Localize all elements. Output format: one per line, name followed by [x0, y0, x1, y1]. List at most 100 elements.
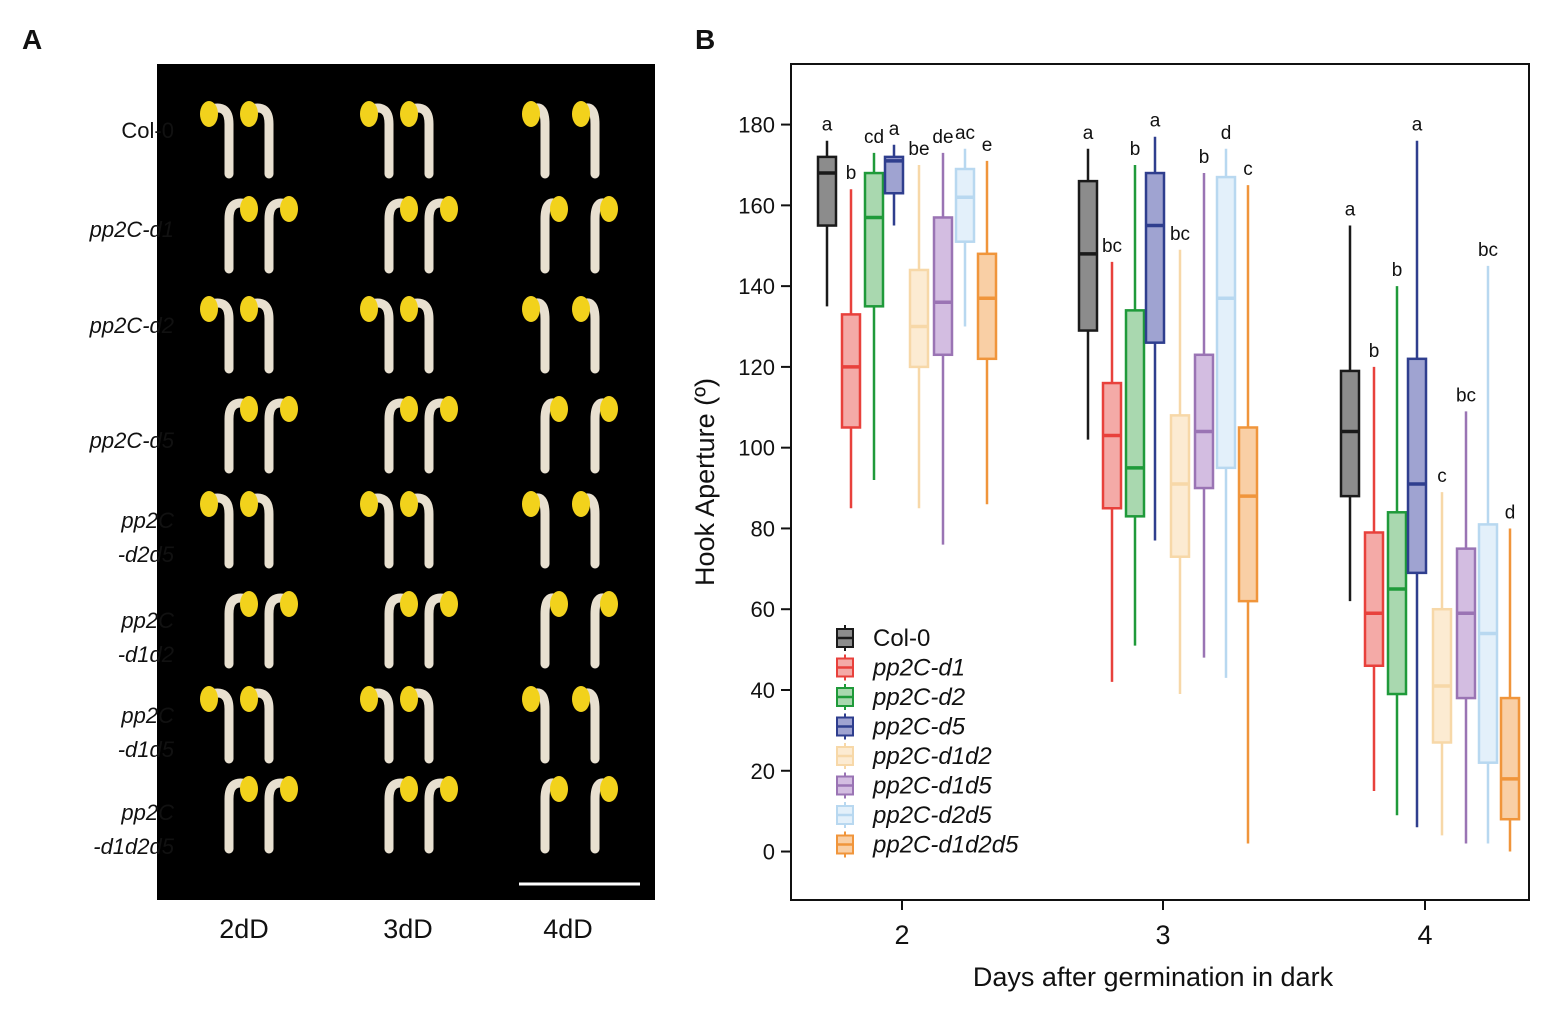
significance-letter: b	[1369, 341, 1380, 362]
seedling	[240, 296, 274, 374]
cotyledon	[600, 776, 618, 802]
legend-label: pp2C-d1	[872, 655, 965, 682]
row-label: pp2C -d1d2d5	[93, 800, 174, 859]
column-label: 4dD	[543, 914, 593, 944]
significance-letter: a	[1083, 123, 1094, 144]
legend-label: Col-0	[873, 625, 930, 652]
box-body	[1237, 426, 1259, 603]
box-body	[1455, 547, 1477, 700]
y-tick-label: 20	[751, 759, 775, 784]
significance-letter: a	[889, 119, 900, 140]
y-tick-label: 40	[751, 678, 775, 703]
seedling	[384, 396, 418, 474]
seedling	[384, 591, 418, 669]
cotyledon	[400, 491, 418, 517]
cotyledon	[400, 296, 418, 322]
legend-label: pp2C-d5	[872, 714, 966, 741]
y-tick-label: 100	[738, 436, 775, 461]
x-tick-label: 4	[1417, 920, 1432, 950]
significance-letter: c	[1243, 159, 1253, 180]
box-Col-0-3: a	[1077, 123, 1099, 440]
seedling	[224, 396, 258, 474]
box-pp2C-d1d2-3: bc	[1169, 224, 1191, 695]
legend-item: pp2C-d1d5	[836, 772, 992, 800]
seedling	[240, 491, 274, 569]
seedling	[424, 776, 458, 854]
significance-letter: b	[846, 163, 857, 184]
seedling-photo-drawing	[200, 101, 640, 886]
box-pp2C-d1d5-4: bc	[1455, 385, 1477, 844]
cotyledon	[280, 196, 298, 222]
seedling	[424, 591, 458, 669]
box-pp2C-d2d5-2: ac	[954, 123, 976, 327]
legend-item: pp2C-d1d2	[836, 743, 992, 770]
legend-item: pp2C-d5	[836, 713, 966, 741]
box-body	[954, 167, 976, 243]
cotyledon	[440, 396, 458, 422]
seedling	[360, 686, 394, 764]
box-body	[1101, 381, 1123, 510]
significance-letter: cd	[864, 127, 884, 148]
legend-label: pp2C-d2d5	[872, 802, 992, 829]
seedling	[200, 101, 234, 179]
y-axis: 0 20 40 60 80 100 120 140 160 180	[738, 113, 791, 865]
cotyledon	[400, 591, 418, 617]
cotyledon	[550, 396, 568, 422]
seedling	[540, 591, 568, 669]
seedling	[264, 396, 298, 474]
box-pp2C-d1d5-2: de	[932, 127, 954, 545]
cotyledon	[360, 101, 378, 127]
cotyledon	[572, 296, 590, 322]
box-pp2C-d1d2d5-4: d	[1499, 502, 1521, 852]
significance-letter: bc	[1170, 224, 1190, 245]
significance-letter: e	[982, 135, 993, 156]
cotyledon	[280, 776, 298, 802]
significance-letter: b	[1130, 139, 1141, 160]
row-label: pp2C-d5	[89, 428, 174, 453]
seedling	[224, 591, 258, 669]
significance-letter: a	[822, 115, 833, 136]
row-label: pp2C -d1d5	[117, 703, 174, 762]
cotyledon	[360, 296, 378, 322]
significance-letter: d	[1221, 123, 1232, 144]
significance-letter: d	[1505, 502, 1516, 523]
cotyledon	[550, 196, 568, 222]
cotyledon	[280, 591, 298, 617]
significance-letter: ac	[955, 123, 975, 144]
cotyledon	[200, 101, 218, 127]
significance-letter: b	[1199, 147, 1210, 168]
box-pp2C-d5-4: a	[1406, 115, 1428, 828]
legend-label: pp2C-d2	[872, 684, 965, 711]
legend-label: pp2C-d1d5	[872, 773, 992, 800]
y-tick-label: 180	[738, 113, 775, 138]
cotyledon	[600, 196, 618, 222]
y-tick-label: 0	[763, 840, 775, 865]
box-body	[883, 155, 905, 195]
box-body	[1124, 309, 1146, 518]
column-label: 2dD	[219, 914, 269, 944]
box-pp2C-d1d2d5-3: c	[1237, 159, 1259, 844]
significance-letter: c	[1437, 466, 1447, 487]
box-body	[816, 155, 838, 227]
cotyledon	[200, 686, 218, 712]
cotyledon	[400, 776, 418, 802]
significance-letter: a	[1345, 200, 1356, 221]
seedling	[200, 686, 234, 764]
cotyledon	[240, 686, 258, 712]
row-label: pp2C-d1	[89, 217, 174, 242]
seedling	[240, 101, 274, 179]
box-Col-0-2: a	[816, 115, 838, 307]
seedling	[572, 686, 600, 764]
box-body	[1386, 511, 1408, 696]
cotyledon	[440, 776, 458, 802]
significance-letter: bc	[1456, 385, 1476, 406]
box-pp2C-d2d5-3: d	[1215, 123, 1237, 678]
seedling	[590, 776, 618, 854]
y-tick-label: 140	[738, 274, 775, 299]
seedling	[540, 776, 568, 854]
box-pp2C-d2-2: cd	[863, 127, 885, 480]
x-axis-title: Days after germination in dark	[973, 962, 1334, 992]
